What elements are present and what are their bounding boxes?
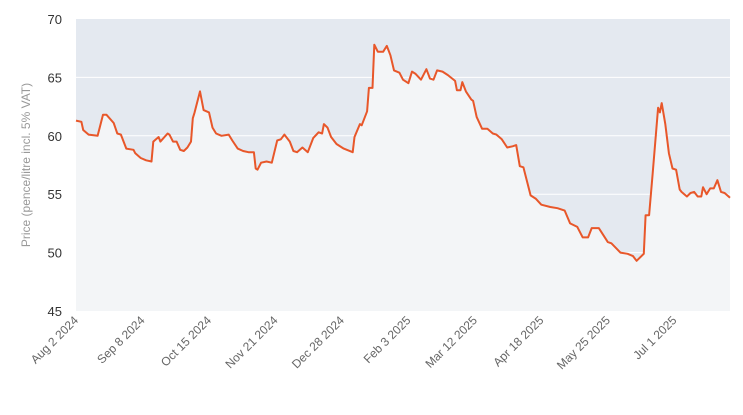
- y-tick-label: 50: [48, 246, 62, 261]
- area-under-line: [76, 44, 730, 311]
- x-tick-label: Apr 18 2025: [490, 313, 546, 369]
- y-tick-label: 70: [48, 12, 62, 27]
- x-tick-label: Jul 1 2025: [630, 313, 679, 362]
- y-axis-ticks: 45 50 55 60 65 70: [48, 12, 62, 319]
- y-tick-label: 60: [48, 129, 62, 144]
- x-tick-label: May 25 2025: [554, 313, 613, 372]
- x-tick-label: Sep 8 2024: [94, 313, 148, 367]
- x-tick-label: Mar 12 2025: [422, 313, 480, 371]
- x-tick-label: Nov 21 2024: [223, 313, 281, 371]
- price-series-line: [75, 43, 731, 262]
- y-tick-label: 65: [48, 70, 62, 85]
- x-tick-label: Aug 2 2024: [28, 313, 82, 367]
- y-tick-label: 45: [48, 304, 62, 319]
- x-tick-label: Feb 3 2025: [361, 313, 414, 366]
- x-tick-label: Dec 28 2024: [289, 313, 347, 371]
- x-tick-label: Oct 15 2024: [158, 313, 214, 369]
- y-axis-label: Price (pence/litre incl. 5% VAT): [19, 83, 33, 247]
- x-axis-ticks: Aug 2 2024 Sep 8 2024 Oct 15 2024 Nov 21 20…: [28, 313, 680, 372]
- y-tick-label: 55: [48, 187, 62, 202]
